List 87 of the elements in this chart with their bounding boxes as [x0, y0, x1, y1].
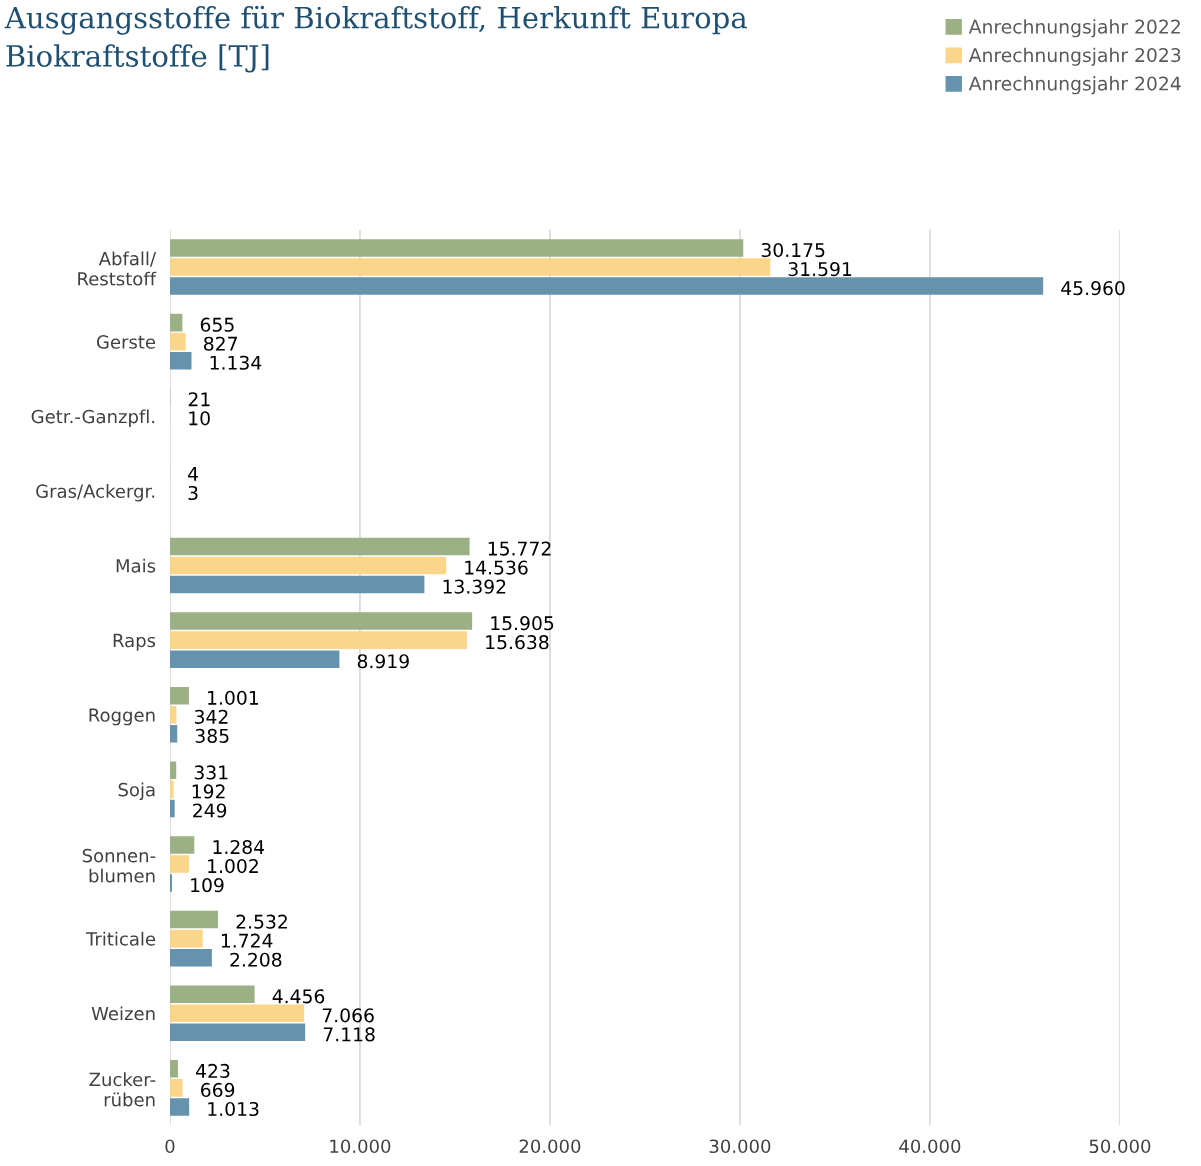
x-tick-label: 10.000 [330, 1139, 391, 1154]
data-label: 827 [204, 336, 237, 351]
data-label: 4 [188, 467, 198, 481]
bar [169, 631, 468, 649]
y-tick-label: Mais [116, 558, 156, 573]
data-label: 423 [196, 1063, 230, 1079]
legend-label: Anrechnungsjahr 2023 [968, 47, 1181, 66]
data-label: 13.392 [443, 579, 506, 594]
data-label: 21 [188, 392, 210, 407]
bar [169, 277, 1044, 295]
bar [169, 313, 183, 332]
bar [169, 780, 174, 799]
y-tick-label: Weizen [91, 1006, 155, 1021]
data-label: 4.456 [272, 989, 325, 1004]
x-tick-label: 30.000 [709, 1139, 771, 1154]
data-label: 1.284 [213, 839, 265, 855]
data-label: 15.905 [491, 616, 554, 631]
chart-subtitle: Biokraftstoffe [TJ] [6, 44, 269, 73]
data-label: 669 [201, 1082, 235, 1098]
bar [169, 537, 470, 556]
data-label: 342 [194, 709, 228, 724]
x-tick-label: 50.000 [1089, 1139, 1151, 1154]
bar [169, 761, 177, 780]
data-label: 249 [193, 803, 227, 818]
bar [169, 351, 192, 370]
y-tick-label: Raps [113, 633, 156, 651]
bar [169, 855, 189, 873]
data-label: 1.001 [208, 690, 259, 705]
y-tick-label: Abfall/ Reststoff [78, 251, 157, 286]
bar [169, 575, 425, 594]
bar [169, 985, 255, 1003]
data-label: 30.175 [761, 242, 825, 258]
bar [169, 1023, 306, 1042]
bar [169, 650, 340, 668]
data-label: 1.134 [210, 355, 262, 370]
bar [169, 332, 186, 351]
data-label: 10 [189, 411, 210, 426]
bar [169, 874, 173, 892]
y-tick-label: Gerste [96, 335, 156, 349]
x-tick-label: 40.000 [899, 1139, 961, 1154]
bar [169, 1079, 183, 1097]
bar [169, 239, 744, 257]
data-label: 14.536 [465, 560, 528, 575]
legend-label: Anrechnungsjahr 2022 [968, 19, 1180, 38]
bar [169, 686, 189, 705]
x-tick-label: 20.000 [519, 1139, 581, 1154]
bar [169, 1060, 178, 1078]
y-tick-label: Gras/Ackergr. [36, 484, 155, 502]
bar [169, 799, 175, 818]
data-label: 7.066 [322, 1008, 374, 1023]
bar [169, 948, 212, 967]
bar [169, 258, 771, 276]
bar [169, 1098, 190, 1116]
data-label: 45.960 [1061, 281, 1125, 296]
data-label: 7.118 [323, 1027, 375, 1042]
data-label: 655 [200, 317, 234, 332]
y-tick-label: Soja [118, 782, 155, 800]
data-label: 331 [194, 765, 228, 780]
data-label: 192 [192, 784, 225, 799]
y-tick-label: Sonnen- blumen [82, 848, 156, 883]
data-label: 385 [195, 728, 229, 743]
bar [169, 725, 178, 743]
bar [169, 929, 203, 948]
data-label: 8.919 [357, 654, 409, 669]
bar [169, 612, 473, 630]
data-label: 109 [191, 878, 224, 893]
data-label: 2.532 [236, 914, 287, 929]
data-label: 2.208 [230, 952, 282, 967]
bar [169, 1004, 305, 1023]
bar [169, 910, 219, 929]
legend-label: Anrechnungsjahr 2024 [968, 76, 1181, 95]
y-tick-label: Roggen [89, 708, 155, 726]
bar [169, 556, 447, 575]
data-label: 31.591 [788, 262, 852, 277]
x-tick-label: 0 [165, 1139, 175, 1154]
chart-title: Ausgangsstoffe für Biokraftstoff, Herkunft Europa [4, 5, 747, 35]
bar [169, 705, 177, 724]
y-tick-label: Zucker- rüben [89, 1072, 156, 1107]
data-label: 1.002 [208, 858, 258, 874]
y-tick-label: Triticale [85, 931, 156, 946]
bar [169, 836, 195, 854]
data-label: 15.772 [488, 541, 551, 556]
data-label: 1.724 [221, 933, 273, 948]
data-label: 1.013 [208, 1101, 259, 1117]
data-label: 3 [188, 485, 198, 501]
y-tick-label: Getr.-Ganzpfl. [31, 409, 155, 427]
data-label: 15.638 [486, 635, 549, 650]
